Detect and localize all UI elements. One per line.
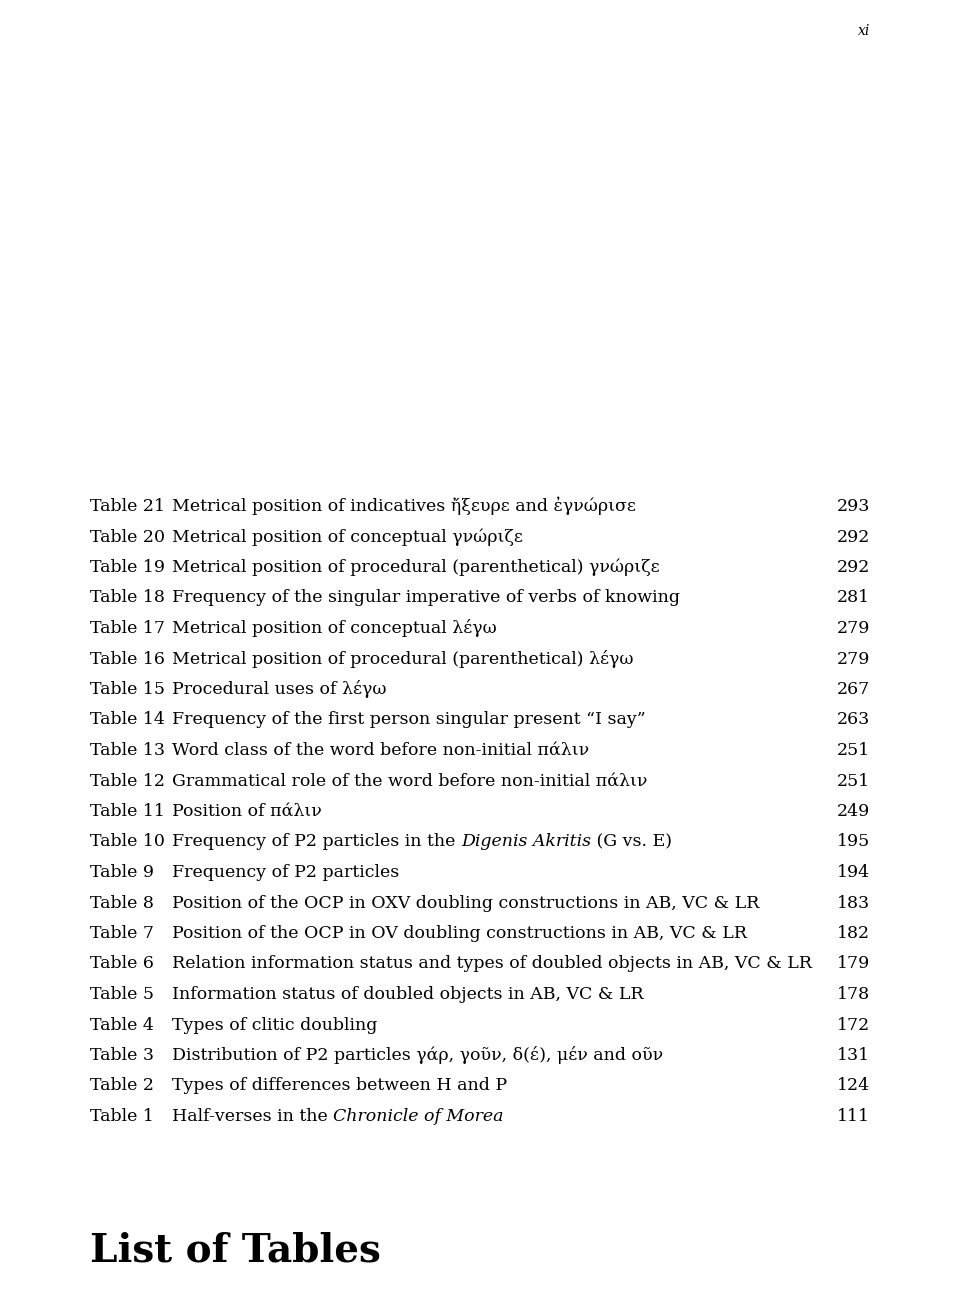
Text: 131: 131 <box>837 1048 870 1065</box>
Text: Grammatical role of the word before non-initial πάλιν: Grammatical role of the word before non-… <box>172 772 647 790</box>
Text: (G vs. E): (G vs. E) <box>590 833 672 850</box>
Text: Table 18: Table 18 <box>90 590 165 607</box>
Text: Metrical position of conceptual γνώριζε: Metrical position of conceptual γνώριζε <box>172 528 523 546</box>
Text: Procedural uses of λέγω: Procedural uses of λέγω <box>172 680 387 697</box>
Text: Chronicle of Morea: Chronicle of Morea <box>333 1108 504 1125</box>
Text: 267: 267 <box>837 680 870 697</box>
Text: List of Tables: List of Tables <box>90 1230 381 1269</box>
Text: 293: 293 <box>836 497 870 515</box>
Text: Table 2: Table 2 <box>90 1078 154 1095</box>
Text: 249: 249 <box>837 803 870 820</box>
Text: Table 1: Table 1 <box>90 1108 154 1125</box>
Text: Table 4: Table 4 <box>90 1016 154 1033</box>
Text: Frequency of P2 particles: Frequency of P2 particles <box>172 865 399 880</box>
Text: Table 16: Table 16 <box>90 650 165 667</box>
Text: Metrical position of indicatives ἤξευρε and ἐγνώρισε: Metrical position of indicatives ἤξευρε … <box>172 496 636 515</box>
Text: Table 13: Table 13 <box>90 742 165 759</box>
Text: Table 11: Table 11 <box>90 803 165 820</box>
Text: Table 10: Table 10 <box>90 833 165 850</box>
Text: Word class of the word before non-initial πάλιν: Word class of the word before non-initia… <box>172 742 589 759</box>
Text: 172: 172 <box>837 1016 870 1033</box>
Text: Distribution of P2 particles γάρ, γοῦν, δ(έ), μέν and oῦν: Distribution of P2 particles γάρ, γοῦν, … <box>172 1046 663 1065</box>
Text: 179: 179 <box>837 955 870 973</box>
Text: Table 15: Table 15 <box>90 680 165 697</box>
Text: Frequency of the first person singular present “I say”: Frequency of the first person singular p… <box>172 712 646 729</box>
Text: Types of differences between H and P: Types of differences between H and P <box>172 1078 507 1095</box>
Text: Table 8: Table 8 <box>90 895 154 912</box>
Text: Table 3: Table 3 <box>90 1048 154 1065</box>
Text: 124: 124 <box>837 1078 870 1095</box>
Text: 178: 178 <box>837 986 870 1003</box>
Text: 281: 281 <box>837 590 870 607</box>
Text: Table 12: Table 12 <box>90 772 165 790</box>
Text: Types of clitic doubling: Types of clitic doubling <box>172 1016 377 1033</box>
Text: 183: 183 <box>837 895 870 912</box>
Text: Table 19: Table 19 <box>90 559 165 576</box>
Text: Frequency of the singular imperative of verbs of knowing: Frequency of the singular imperative of … <box>172 590 680 607</box>
Text: Table 5: Table 5 <box>90 986 154 1003</box>
Text: 111: 111 <box>837 1108 870 1125</box>
Text: Table 9: Table 9 <box>90 865 154 880</box>
Text: 263: 263 <box>837 712 870 729</box>
Text: Position of πάλιν: Position of πάλιν <box>172 803 322 820</box>
Text: 279: 279 <box>836 620 870 637</box>
Text: Metrical position of procedural (parenthetical) γνώριζε: Metrical position of procedural (parenth… <box>172 558 660 576</box>
Text: 194: 194 <box>837 865 870 880</box>
Text: 251: 251 <box>837 742 870 759</box>
Text: Table 6: Table 6 <box>90 955 154 973</box>
Text: 251: 251 <box>837 772 870 790</box>
Text: 292: 292 <box>836 529 870 546</box>
Text: Table 20: Table 20 <box>90 529 165 546</box>
Text: Table 7: Table 7 <box>90 925 154 942</box>
Text: Position of the OCP in OXV doubling constructions in AB, VC & LR: Position of the OCP in OXV doubling cons… <box>172 895 759 912</box>
Text: 195: 195 <box>837 833 870 850</box>
Text: Metrical position of conceptual λέγω: Metrical position of conceptual λέγω <box>172 619 496 637</box>
Text: xi: xi <box>857 24 870 38</box>
Text: Table 21: Table 21 <box>90 497 165 515</box>
Text: Position of the OCP in OV doubling constructions in AB, VC & LR: Position of the OCP in OV doubling const… <box>172 925 747 942</box>
Text: Frequency of P2 particles in the: Frequency of P2 particles in the <box>172 833 461 850</box>
Text: Table 17: Table 17 <box>90 620 165 637</box>
Text: Metrical position of procedural (parenthetical) λέγω: Metrical position of procedural (parenth… <box>172 650 634 667</box>
Text: Digenis Akritis: Digenis Akritis <box>461 833 590 850</box>
Text: Information status of doubled objects in AB, VC & LR: Information status of doubled objects in… <box>172 986 643 1003</box>
Text: 182: 182 <box>837 925 870 942</box>
Text: Relation information status and types of doubled objects in AB, VC & LR: Relation information status and types of… <box>172 955 812 973</box>
Text: 292: 292 <box>836 559 870 576</box>
Text: Half-verses in the: Half-verses in the <box>172 1108 333 1125</box>
Text: 279: 279 <box>836 650 870 667</box>
Text: Table 14: Table 14 <box>90 712 165 729</box>
